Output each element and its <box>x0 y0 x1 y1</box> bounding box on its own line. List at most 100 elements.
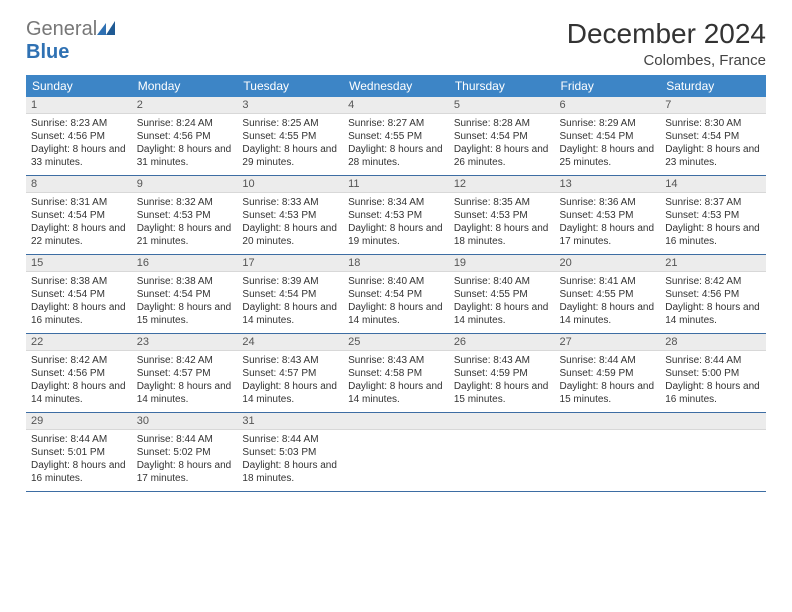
day-body: Sunrise: 8:41 AMSunset: 4:55 PMDaylight:… <box>555 272 661 333</box>
daylight-line: Daylight: 8 hours and 18 minutes. <box>242 459 338 485</box>
day-cell: 9Sunrise: 8:32 AMSunset: 4:53 PMDaylight… <box>132 176 238 255</box>
day-number: 29 <box>26 413 132 430</box>
sunrise-line: Sunrise: 8:38 AM <box>31 275 127 288</box>
sunset-line: Sunset: 4:59 PM <box>454 367 550 380</box>
day-body: Sunrise: 8:42 AMSunset: 4:57 PMDaylight:… <box>132 351 238 412</box>
daylight-line: Daylight: 8 hours and 22 minutes. <box>31 222 127 248</box>
day-cell: 2Sunrise: 8:24 AMSunset: 4:56 PMDaylight… <box>132 97 238 176</box>
day-number: 7 <box>660 97 766 114</box>
day-cell: 4Sunrise: 8:27 AMSunset: 4:55 PMDaylight… <box>343 97 449 176</box>
sunrise-line: Sunrise: 8:27 AM <box>348 117 444 130</box>
day-cell: 17Sunrise: 8:39 AMSunset: 4:54 PMDayligh… <box>237 255 343 334</box>
page-header: General Blue December 2024 Colombes, Fra… <box>26 18 766 69</box>
sunset-line: Sunset: 4:55 PM <box>454 288 550 301</box>
sunset-line: Sunset: 4:53 PM <box>454 209 550 222</box>
sunrise-line: Sunrise: 8:37 AM <box>665 196 761 209</box>
sunset-line: Sunset: 4:54 PM <box>242 288 338 301</box>
daylight-line: Daylight: 8 hours and 25 minutes. <box>560 143 656 169</box>
day-body: Sunrise: 8:31 AMSunset: 4:54 PMDaylight:… <box>26 193 132 254</box>
day-body: Sunrise: 8:44 AMSunset: 5:00 PMDaylight:… <box>660 351 766 412</box>
day-body: Sunrise: 8:33 AMSunset: 4:53 PMDaylight:… <box>237 193 343 254</box>
daylight-line: Daylight: 8 hours and 21 minutes. <box>137 222 233 248</box>
day-body: Sunrise: 8:43 AMSunset: 4:57 PMDaylight:… <box>237 351 343 412</box>
daylight-line: Daylight: 8 hours and 16 minutes. <box>665 222 761 248</box>
daylight-line: Daylight: 8 hours and 14 minutes. <box>242 380 338 406</box>
day-number: 27 <box>555 334 661 351</box>
sunset-line: Sunset: 4:59 PM <box>560 367 656 380</box>
day-number: 17 <box>237 255 343 272</box>
day-cell: 18Sunrise: 8:40 AMSunset: 4:54 PMDayligh… <box>343 255 449 334</box>
day-number: 25 <box>343 334 449 351</box>
daylight-line: Daylight: 8 hours and 17 minutes. <box>137 459 233 485</box>
day-cell: 6Sunrise: 8:29 AMSunset: 4:54 PMDaylight… <box>555 97 661 176</box>
sunrise-line: Sunrise: 8:43 AM <box>242 354 338 367</box>
title-block: December 2024 Colombes, France <box>567 18 766 69</box>
sunset-line: Sunset: 4:54 PM <box>665 130 761 143</box>
day-cell: 28Sunrise: 8:44 AMSunset: 5:00 PMDayligh… <box>660 334 766 413</box>
day-number: 21 <box>660 255 766 272</box>
day-body-empty <box>555 430 661 484</box>
day-number: 9 <box>132 176 238 193</box>
day-number: 31 <box>237 413 343 430</box>
sunset-line: Sunset: 4:55 PM <box>560 288 656 301</box>
weekday-saturday: Saturday <box>660 75 766 97</box>
day-cell <box>660 413 766 492</box>
day-number: 16 <box>132 255 238 272</box>
daylight-line: Daylight: 8 hours and 14 minutes. <box>665 301 761 327</box>
day-body-empty <box>660 430 766 484</box>
sunset-line: Sunset: 5:00 PM <box>665 367 761 380</box>
weekday-sunday: Sunday <box>26 75 132 97</box>
day-body: Sunrise: 8:40 AMSunset: 4:54 PMDaylight:… <box>343 272 449 333</box>
day-number: 3 <box>237 97 343 114</box>
sunrise-line: Sunrise: 8:33 AM <box>242 196 338 209</box>
day-number: 22 <box>26 334 132 351</box>
day-body: Sunrise: 8:34 AMSunset: 4:53 PMDaylight:… <box>343 193 449 254</box>
calendar-table: Sunday Monday Tuesday Wednesday Thursday… <box>26 75 766 492</box>
sunrise-line: Sunrise: 8:43 AM <box>454 354 550 367</box>
day-body: Sunrise: 8:36 AMSunset: 4:53 PMDaylight:… <box>555 193 661 254</box>
day-cell: 5Sunrise: 8:28 AMSunset: 4:54 PMDaylight… <box>449 97 555 176</box>
sunset-line: Sunset: 4:53 PM <box>242 209 338 222</box>
day-cell: 31Sunrise: 8:44 AMSunset: 5:03 PMDayligh… <box>237 413 343 492</box>
sunset-line: Sunset: 4:58 PM <box>348 367 444 380</box>
logo-mark-icon <box>97 21 115 35</box>
daylight-line: Daylight: 8 hours and 14 minutes. <box>348 301 444 327</box>
sunrise-line: Sunrise: 8:30 AM <box>665 117 761 130</box>
sunrise-line: Sunrise: 8:29 AM <box>560 117 656 130</box>
day-cell: 30Sunrise: 8:44 AMSunset: 5:02 PMDayligh… <box>132 413 238 492</box>
sunset-line: Sunset: 4:53 PM <box>665 209 761 222</box>
daylight-line: Daylight: 8 hours and 31 minutes. <box>137 143 233 169</box>
sunset-line: Sunset: 4:56 PM <box>665 288 761 301</box>
day-body: Sunrise: 8:29 AMSunset: 4:54 PMDaylight:… <box>555 114 661 175</box>
sunrise-line: Sunrise: 8:42 AM <box>137 354 233 367</box>
day-body: Sunrise: 8:44 AMSunset: 5:02 PMDaylight:… <box>132 430 238 491</box>
location-label: Colombes, France <box>567 52 766 69</box>
sunrise-line: Sunrise: 8:44 AM <box>242 433 338 446</box>
daylight-line: Daylight: 8 hours and 16 minutes. <box>665 380 761 406</box>
day-body: Sunrise: 8:44 AMSunset: 5:01 PMDaylight:… <box>26 430 132 491</box>
sunrise-line: Sunrise: 8:44 AM <box>665 354 761 367</box>
day-cell: 11Sunrise: 8:34 AMSunset: 4:53 PMDayligh… <box>343 176 449 255</box>
day-body: Sunrise: 8:32 AMSunset: 4:53 PMDaylight:… <box>132 193 238 254</box>
daylight-line: Daylight: 8 hours and 14 minutes. <box>242 301 338 327</box>
weekday-tuesday: Tuesday <box>237 75 343 97</box>
day-number-empty <box>343 413 449 430</box>
day-cell: 16Sunrise: 8:38 AMSunset: 4:54 PMDayligh… <box>132 255 238 334</box>
sunset-line: Sunset: 4:53 PM <box>560 209 656 222</box>
sunset-line: Sunset: 4:54 PM <box>31 288 127 301</box>
daylight-line: Daylight: 8 hours and 14 minutes. <box>348 380 444 406</box>
day-number: 19 <box>449 255 555 272</box>
day-cell: 3Sunrise: 8:25 AMSunset: 4:55 PMDaylight… <box>237 97 343 176</box>
day-body-empty <box>343 430 449 484</box>
page-title: December 2024 <box>567 18 766 50</box>
sunrise-line: Sunrise: 8:32 AM <box>137 196 233 209</box>
day-number: 6 <box>555 97 661 114</box>
day-number: 2 <box>132 97 238 114</box>
week-row: 22Sunrise: 8:42 AMSunset: 4:56 PMDayligh… <box>26 334 766 413</box>
day-cell: 12Sunrise: 8:35 AMSunset: 4:53 PMDayligh… <box>449 176 555 255</box>
sunset-line: Sunset: 4:54 PM <box>31 209 127 222</box>
sunset-line: Sunset: 4:55 PM <box>348 130 444 143</box>
calendar-body: 1Sunrise: 8:23 AMSunset: 4:56 PMDaylight… <box>26 97 766 492</box>
sunrise-line: Sunrise: 8:42 AM <box>31 354 127 367</box>
sunrise-line: Sunrise: 8:43 AM <box>348 354 444 367</box>
